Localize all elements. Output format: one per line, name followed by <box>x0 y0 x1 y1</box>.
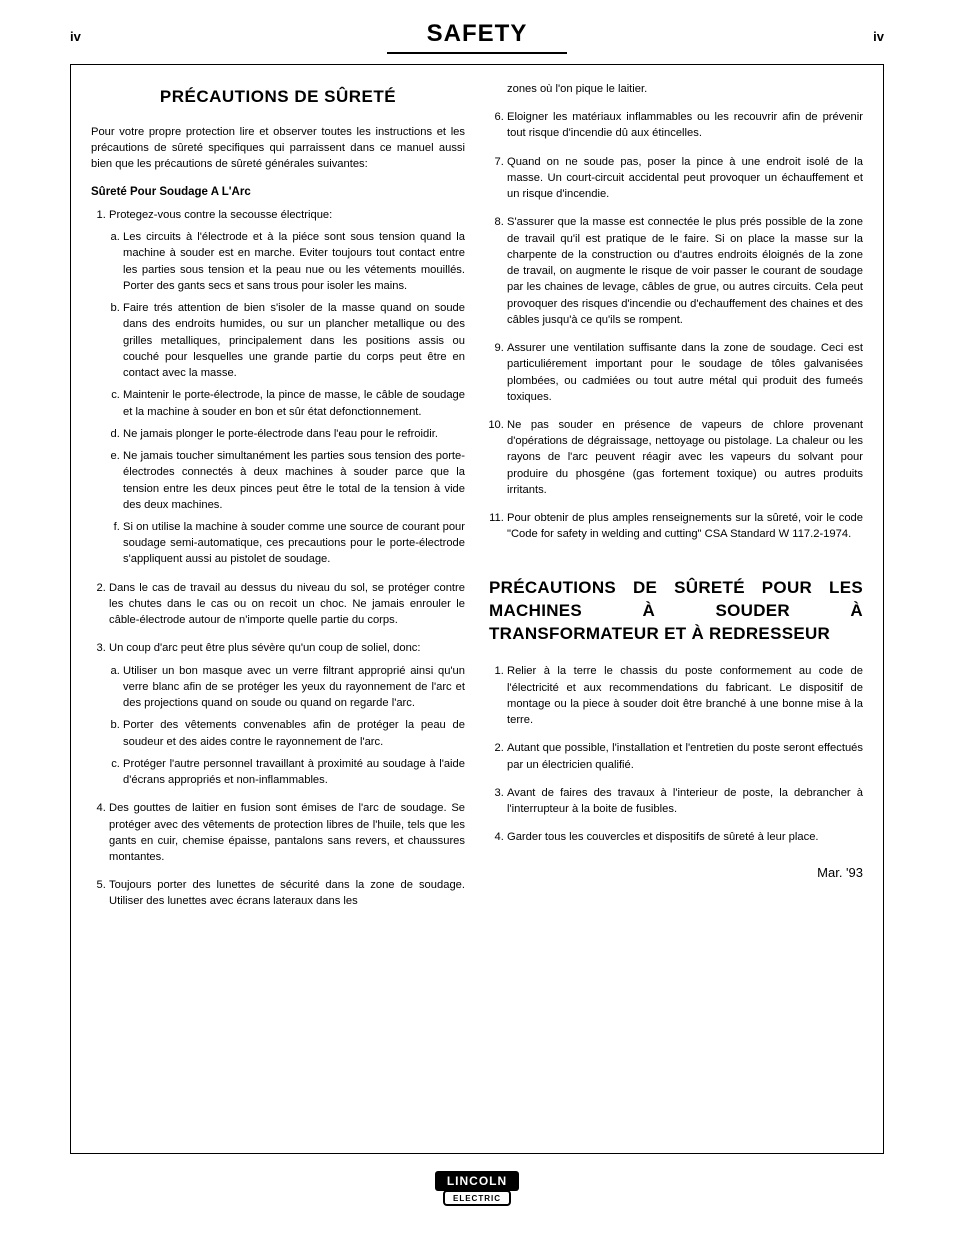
content-box: PRÉCAUTIONS DE SÛRETÉ Pour votre propre … <box>70 64 884 1154</box>
intro-paragraph: Pour votre propre protection lire et obs… <box>91 124 465 173</box>
list-item: Quand on ne soude pas, poser la pince à … <box>507 154 863 203</box>
sub-list-item: Protéger l'autre personnel travaillant à… <box>123 756 465 788</box>
sub-list-item: Si on utilise la machine à souder comme … <box>123 519 465 568</box>
list-item: Eloigner les matériaux inflammables ou l… <box>507 109 863 141</box>
sub-list-item: Faire trés attention de bien s'isoler de… <box>123 300 465 381</box>
page-header: iv SAFETY iv <box>70 20 884 48</box>
list-item: Ne pas souder en présence de vapeurs de … <box>507 417 863 498</box>
sub-list-item: Porter des vêtements convenables afin de… <box>123 717 465 749</box>
sub-list-item: Ne jamais plonger le porte-électrode dan… <box>123 426 465 442</box>
list-item: Toujours porter des lunettes de sécurité… <box>109 877 465 909</box>
list-item: Avant de faires des travaux à l'interieu… <box>507 785 863 817</box>
list-item: S'assurer que la masse est connectée le … <box>507 214 863 328</box>
list-item: Un coup d'arc peut être plus sévère qu'u… <box>109 640 465 788</box>
list-item: Garder tous les couvercles et dispositif… <box>507 829 863 845</box>
sub-list-item: Ne jamais toucher simultanément les part… <box>123 448 465 513</box>
right-column: zones où l'on pique le laitier. Eloigner… <box>489 81 863 1137</box>
continuation-text: zones où l'on pique le laitier. <box>507 81 863 97</box>
section2-list: Relier à la terre le chassis du poste co… <box>489 663 863 845</box>
page: iv SAFETY iv PRÉCAUTIONS DE SÛRETÉ Pour … <box>0 0 954 1235</box>
section-heading: PRÉCAUTIONS DE SÛRETÉ <box>91 85 465 110</box>
left-column: PRÉCAUTIONS DE SÛRETÉ Pour votre propre … <box>91 81 465 1137</box>
subheading-arc: Sûreté Pour Soudage A L'Arc <box>91 184 465 201</box>
left-list: Protegez-vous contre la secousse électri… <box>91 207 465 910</box>
list-item: Pour obtenir de plus amples renseignemen… <box>507 510 863 542</box>
lincoln-electric-logo-icon: LINCOLN R ELECTRIC <box>434 1170 520 1208</box>
sub-list-item: Utiliser un bon masque avec un verre fil… <box>123 663 465 712</box>
list-item-text: Protegez-vous contre la secousse électri… <box>109 209 332 221</box>
list-item: Assurer une ventilation suffisante dans … <box>507 340 863 405</box>
brand-logo: LINCOLN R ELECTRIC <box>70 1170 884 1213</box>
section2-heading: PRÉCAUTIONS DE SÛRETÉ POUR LES MACHINES … <box>489 577 863 646</box>
title-underline <box>387 52 567 54</box>
page-number-left: iv <box>70 29 81 44</box>
sub-list: Utiliser un bon masque avec un verre fil… <box>109 663 465 789</box>
list-item: Autant que possible, l'installation et l… <box>507 740 863 772</box>
logo-line2: ELECTRIC <box>453 1194 501 1203</box>
sub-list-item: Les circuits à l'électrode et à la piéce… <box>123 229 465 294</box>
revision-date: Mar. '93 <box>489 864 863 883</box>
list-item: Protegez-vous contre la secousse électri… <box>109 207 465 568</box>
page-title: SAFETY <box>427 20 528 48</box>
right-list: Eloigner les matériaux inflammables ou l… <box>489 109 863 542</box>
list-item: Des gouttes de laitier en fusion sont ém… <box>109 800 465 865</box>
logo-line1: LINCOLN <box>447 1174 507 1188</box>
sub-list: Les circuits à l'électrode et à la piéce… <box>109 229 465 567</box>
page-number-right: iv <box>873 29 884 44</box>
list-item: Dans le cas de travail au dessus du nive… <box>109 580 465 629</box>
list-item: Relier à la terre le chassis du poste co… <box>507 663 863 728</box>
list-item-text: Un coup d'arc peut être plus sévère qu'u… <box>109 642 421 654</box>
sub-list-item: Maintenir le porte-électrode, la pince d… <box>123 387 465 419</box>
